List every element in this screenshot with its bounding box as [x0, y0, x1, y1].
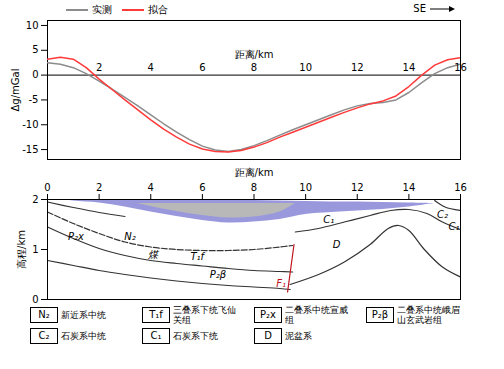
- svg-text:6: 6: [199, 182, 205, 193]
- svg-text:Δg/mGal: Δg/mGal: [10, 69, 21, 112]
- html-text:实测: 实测: [92, 4, 112, 15]
- html-text:泥盆系: 泥盆系: [285, 331, 312, 341]
- svg-text:T₁f: T₁f: [190, 251, 205, 262]
- html-text:石炭系下统: 石炭系下统: [173, 331, 218, 341]
- svg-text:N₂: N₂: [124, 231, 136, 242]
- html-text:拟合: 拟合: [148, 4, 168, 15]
- svg-text:4: 4: [148, 182, 154, 193]
- svg-text:10: 10: [299, 182, 312, 193]
- svg-text:10: 10: [299, 62, 312, 73]
- svg-text:12: 12: [351, 62, 364, 73]
- svg-text:2: 2: [96, 62, 102, 73]
- svg-text:8: 8: [251, 182, 257, 193]
- svg-text:1: 1: [32, 244, 38, 255]
- svg-text:2: 2: [32, 194, 38, 205]
- svg-text:2: 2: [96, 182, 102, 193]
- html-text:石炭系中统: 石炭系中统: [61, 331, 106, 341]
- svg-text:P₂x: P₂x: [68, 231, 84, 242]
- html-text:P₂x: P₂x: [260, 309, 276, 320]
- svg-text:12: 12: [351, 182, 364, 193]
- html-text:T₁f: T₁f: [149, 309, 163, 320]
- html-text:N₂: N₂: [38, 309, 50, 320]
- svg-text:4: 4: [148, 62, 154, 73]
- svg-text:-5: -5: [29, 94, 39, 105]
- svg-text:高程/km: 高程/km: [16, 230, 27, 269]
- svg-text:距离/km: 距离/km: [235, 49, 274, 60]
- svg-text:16: 16: [454, 182, 467, 193]
- svg-text:16: 16: [454, 62, 467, 73]
- svg-text:10: 10: [26, 20, 39, 31]
- html-text:D: D: [264, 330, 272, 341]
- svg-text:D: D: [333, 239, 341, 250]
- svg-text:8: 8: [251, 62, 257, 73]
- html-text:SE: SE: [413, 3, 426, 14]
- html-text:P₂β: P₂β: [371, 309, 389, 320]
- svg-text:C₂: C₂: [437, 209, 448, 220]
- html-text:二叠系中统宣威组: 二叠系中统宣威组: [285, 305, 348, 325]
- svg-text:5: 5: [32, 44, 38, 55]
- svg-text:-15: -15: [22, 144, 38, 155]
- svg-text:-10: -10: [22, 119, 38, 130]
- svg-text:0: 0: [44, 182, 50, 193]
- svg-text:煤: 煤: [147, 249, 160, 260]
- html-text:C₁: C₁: [150, 330, 162, 341]
- svg-text:6: 6: [199, 62, 205, 73]
- svg-text:0: 0: [32, 294, 38, 305]
- svg-text:14: 14: [403, 182, 416, 193]
- svg-text:P₂β: P₂β: [210, 269, 227, 280]
- svg-text:0: 0: [32, 69, 38, 80]
- svg-text:距离/km: 距离/km: [235, 167, 274, 178]
- html-text:C₂: C₂: [38, 330, 50, 341]
- html-text:三叠系下统飞仙关组: 三叠系下统飞仙关组: [173, 305, 236, 325]
- svg-text:14: 14: [403, 62, 416, 73]
- svg-text:F₁: F₁: [276, 278, 286, 289]
- html-text:二叠系中统峨眉山玄武岩组: 二叠系中统峨眉山玄武岩组: [397, 305, 460, 325]
- html-text:新近系中统: 新近系中统: [61, 310, 106, 320]
- svg-text:C₁: C₁: [449, 221, 460, 232]
- svg-text:C₁: C₁: [323, 214, 334, 225]
